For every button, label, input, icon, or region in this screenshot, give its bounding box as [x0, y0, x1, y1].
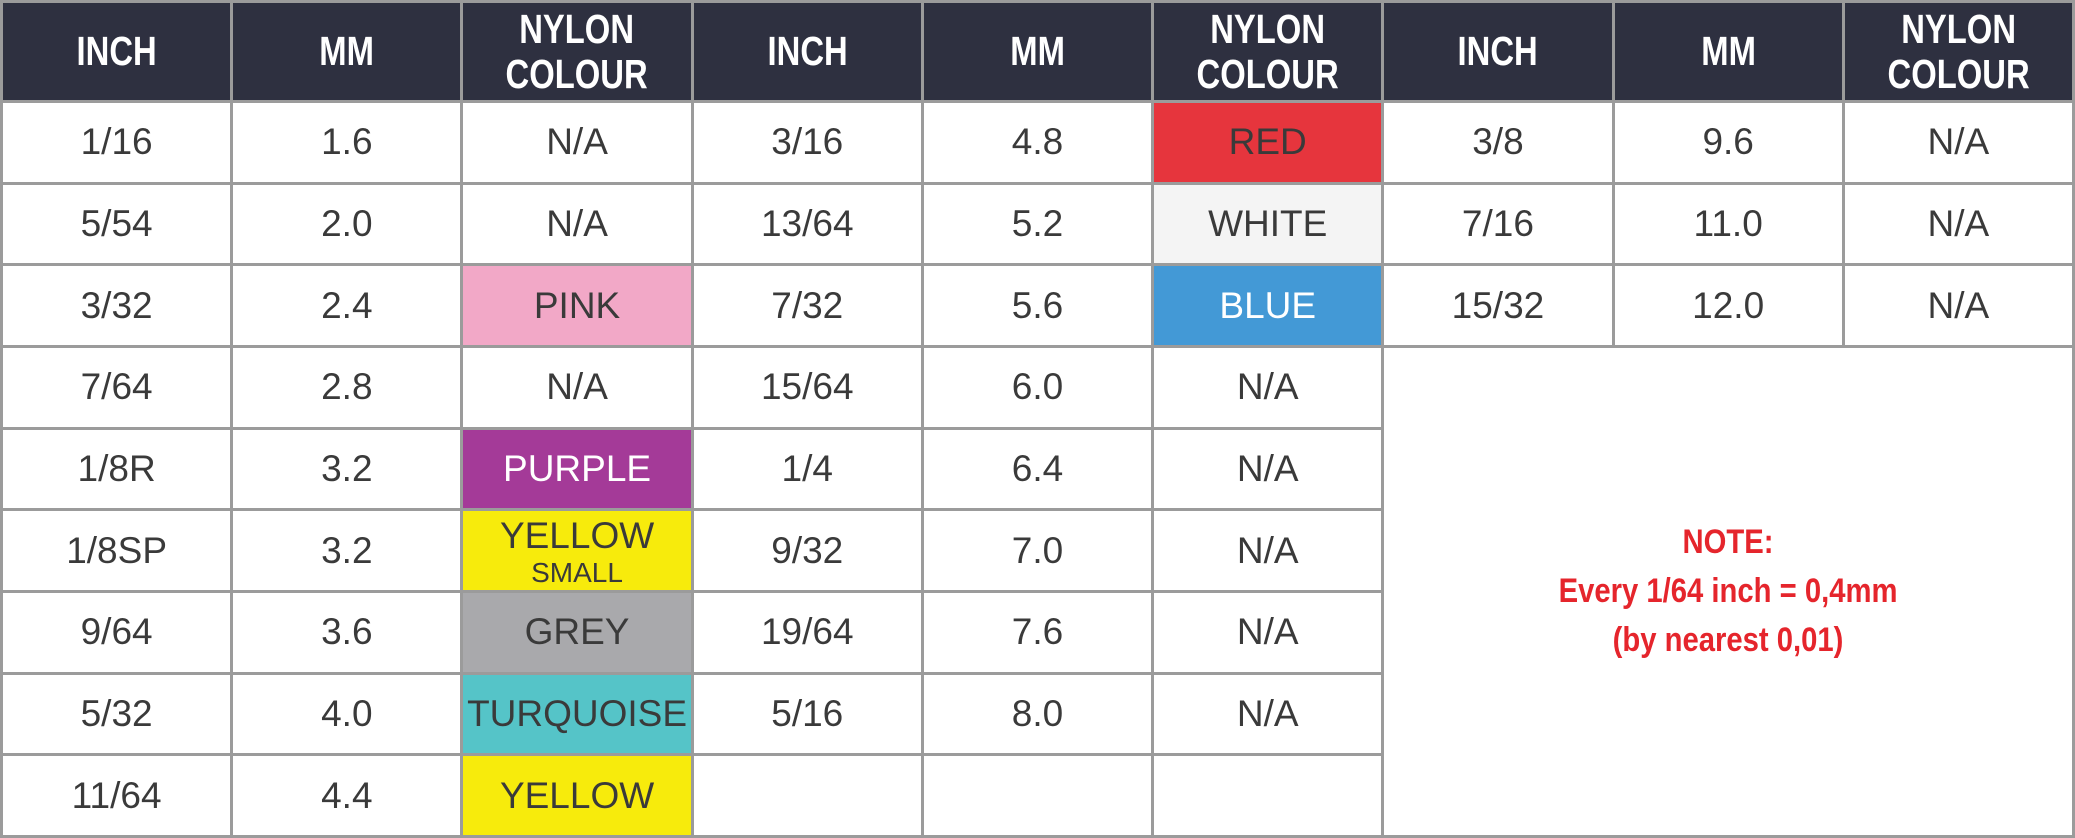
cell-mm: 5.6 [923, 266, 1152, 345]
cell-colour-sublabel: SMALL [531, 556, 623, 588]
cell-colour-swatch-blue: BLUE [1154, 266, 1382, 345]
header-inch-3-label: INCH [1457, 28, 1539, 75]
header-mm-1: MM [233, 3, 461, 100]
header-nylon-colour-1: NYLON COLOUR [463, 3, 691, 100]
cell-inch: 5/32 [3, 674, 231, 754]
cell-mm: 9.6 [1614, 103, 1842, 182]
header-nylon-colour-1-label: NYLON COLOUR [505, 6, 649, 97]
cell-inch: 13/64 [693, 184, 921, 264]
cell-colour: N/A [1154, 347, 1382, 427]
note-area: NOTE: Every 1/64 inch = 0,4mm (by neares… [1384, 347, 2072, 835]
cell-colour-swatch-purple: PURPLE [463, 429, 691, 509]
cell-colour: N/A [463, 184, 691, 264]
cell-inch: 3/16 [693, 103, 921, 182]
cell-mm: 6.4 [923, 429, 1152, 509]
cell-mm: 3.6 [233, 592, 461, 672]
cell-colour-empty [1154, 756, 1382, 835]
cell-inch: 9/32 [693, 511, 921, 590]
cell-mm: 12.0 [1614, 266, 1842, 345]
cell-colour-swatch-pink: PINK [463, 266, 691, 345]
cell-mm: 4.0 [233, 674, 461, 754]
cell-colour: N/A [1844, 266, 2072, 345]
cell-colour: N/A [1154, 592, 1382, 672]
cell-mm: 2.8 [233, 347, 461, 427]
cell-inch: 7/32 [693, 266, 921, 345]
cell-colour: N/A [1154, 511, 1382, 590]
cell-inch: 5/54 [3, 184, 231, 264]
header-inch-1: INCH [3, 3, 231, 100]
cell-colour-swatch-red: RED [1154, 103, 1382, 182]
cell-mm-empty [923, 756, 1152, 835]
header-mm-2: MM [923, 3, 1152, 100]
cell-mm: 7.6 [923, 592, 1152, 672]
cell-colour-swatch-turquoise: TURQUOISE [463, 674, 691, 754]
cell-colour-swatch-yellow-small: YELLOW SMALL [463, 511, 691, 590]
cell-inch: 3/32 [3, 266, 231, 345]
cell-mm: 8.0 [923, 674, 1152, 754]
note-title: NOTE: [1682, 522, 1774, 561]
cell-mm: 3.2 [233, 511, 461, 590]
cell-inch: 11/64 [3, 756, 231, 835]
cell-mm: 4.4 [233, 756, 461, 835]
cell-inch-empty [693, 756, 921, 835]
cell-colour-swatch-white: WHITE [1154, 184, 1382, 264]
cell-mm: 5.2 [923, 184, 1152, 264]
cell-colour: N/A [463, 347, 691, 427]
cell-colour-swatch-grey: GREY [463, 592, 691, 672]
cell-mm: 3.2 [233, 429, 461, 509]
header-nylon-colour-2: NYLON COLOUR [1154, 3, 1382, 100]
cell-mm: 7.0 [923, 511, 1152, 590]
cell-colour-swatch-yellow: YELLOW [463, 756, 691, 835]
cell-inch: 3/8 [1384, 103, 1612, 182]
cell-colour: N/A [1154, 674, 1382, 754]
cell-colour-label: YELLOW [499, 514, 655, 556]
header-inch-3: INCH [1384, 3, 1612, 100]
header-mm-2-label: MM [1010, 28, 1065, 75]
cell-inch: 15/32 [1384, 266, 1612, 345]
cell-inch: 1/8SP [3, 511, 231, 590]
header-nylon-colour-3-label: NYLON COLOUR [1887, 6, 2030, 97]
header-nylon-colour-2-label: NYLON COLOUR [1196, 6, 1339, 97]
cell-inch: 9/64 [3, 592, 231, 672]
cell-mm: 4.8 [923, 103, 1152, 182]
cell-inch: 19/64 [693, 592, 921, 672]
cell-inch: 7/16 [1384, 184, 1612, 264]
cell-inch: 5/16 [693, 674, 921, 754]
cell-mm: 2.4 [233, 266, 461, 345]
header-mm-3-label: MM [1700, 28, 1756, 75]
header-nylon-colour-3: NYLON COLOUR [1844, 3, 2072, 100]
cell-colour: N/A [1154, 429, 1382, 509]
note-line1: Every 1/64 inch = 0,4mm [1558, 571, 1898, 610]
cell-mm: 1.6 [233, 103, 461, 182]
cell-inch: 1/16 [3, 103, 231, 182]
note: NOTE: Every 1/64 inch = 0,4mm (by neares… [1559, 518, 1898, 666]
header-inch-2-label: INCH [767, 28, 848, 75]
header-mm-3: MM [1614, 3, 1842, 100]
cell-inch: 15/64 [693, 347, 921, 427]
cell-mm: 6.0 [923, 347, 1152, 427]
cell-inch: 1/4 [693, 429, 921, 509]
cell-inch: 7/64 [3, 347, 231, 427]
cell-colour: N/A [1844, 184, 2072, 264]
cell-colour: N/A [463, 103, 691, 182]
cell-colour: N/A [1844, 103, 2072, 182]
note-line2: (by nearest 0,01) [1612, 621, 1844, 660]
header-inch-1-label: INCH [76, 28, 157, 75]
cell-mm: 11.0 [1614, 184, 1842, 264]
header-inch-2: INCH [693, 3, 921, 100]
cell-inch: 1/8R [3, 429, 231, 509]
cell-mm: 2.0 [233, 184, 461, 264]
header-mm-1-label: MM [319, 28, 375, 75]
